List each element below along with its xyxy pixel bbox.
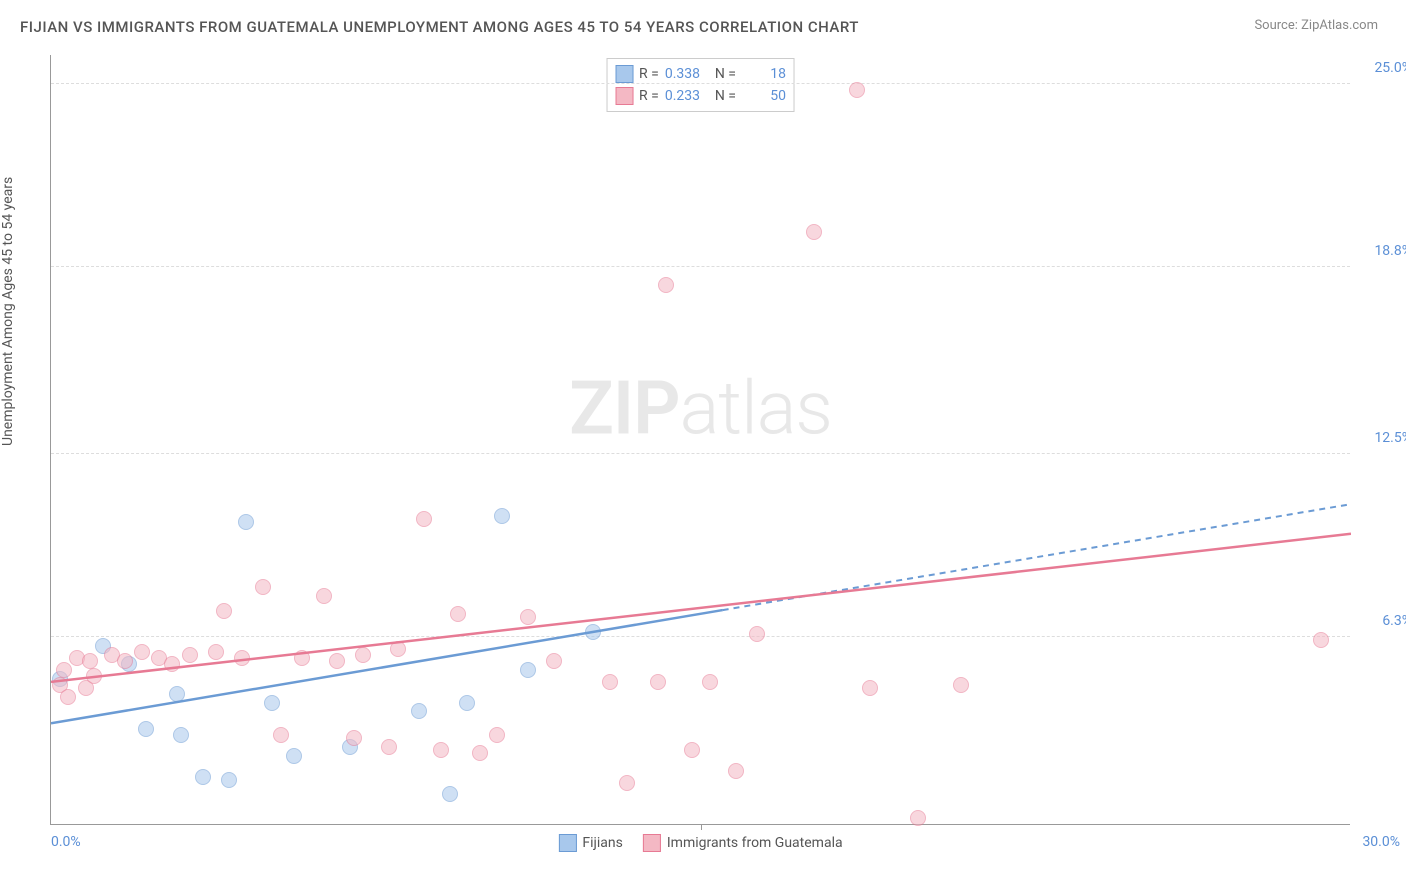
scatter-point	[416, 511, 432, 527]
scatter-point	[658, 277, 674, 293]
source-attribution: Source: ZipAtlas.com	[1254, 18, 1378, 33]
x-tick-label: 30.0%	[1362, 834, 1400, 850]
scatter-point	[255, 579, 271, 595]
scatter-point	[60, 689, 76, 705]
scatter-point	[390, 641, 406, 657]
y-tick-label: 18.8%	[1374, 243, 1406, 259]
correlation-legend: R = 0.338 N = 18 R = 0.233 N = 50	[606, 58, 795, 112]
scatter-point	[208, 644, 224, 660]
scatter-point	[134, 644, 150, 660]
series-legend: Fijians Immigrants from Guatemala	[558, 834, 842, 852]
gridline	[51, 83, 1350, 84]
legend-n-label: N =	[715, 66, 736, 82]
gridline	[51, 453, 1350, 454]
scatter-point	[294, 650, 310, 666]
scatter-point	[472, 745, 488, 761]
legend-r-value: 0.338	[665, 66, 709, 82]
x-tick-label: 0.0%	[51, 834, 81, 850]
legend-swatch	[643, 834, 661, 852]
y-axis-label: Unemployment Among Ages 45 to 54 years	[0, 177, 16, 446]
scatter-point	[619, 775, 635, 791]
scatter-point	[650, 674, 666, 690]
watermark: ZIPatlas	[569, 365, 832, 452]
gridline	[51, 266, 1350, 267]
scatter-point	[86, 668, 102, 684]
scatter-point	[433, 742, 449, 758]
legend-n-value: 18	[742, 66, 786, 82]
scatter-point	[195, 769, 211, 785]
trend-lines-layer	[51, 54, 1351, 824]
scatter-point	[442, 786, 458, 802]
scatter-point	[520, 662, 536, 678]
scatter-point	[862, 680, 878, 696]
scatter-point	[82, 653, 98, 669]
scatter-point	[238, 514, 254, 530]
scatter-point	[273, 727, 289, 743]
gridline	[51, 636, 1350, 637]
scatter-point	[546, 653, 562, 669]
legend-stat-row: R = 0.233 N = 50	[615, 85, 786, 107]
legend-swatch	[615, 87, 633, 105]
y-tick-label: 6.3%	[1382, 613, 1406, 629]
scatter-point	[138, 721, 154, 737]
scatter-point	[346, 730, 362, 746]
trend-line-solid	[51, 610, 723, 723]
source-label: Source:	[1254, 18, 1297, 33]
legend-n-label: N =	[715, 88, 736, 104]
legend-swatch	[615, 65, 633, 83]
chart-title: FIJIAN VS IMMIGRANTS FROM GUATEMALA UNEM…	[20, 18, 859, 36]
scatter-point	[117, 653, 133, 669]
scatter-point	[164, 656, 180, 672]
scatter-point	[329, 653, 345, 669]
trend-line-dashed	[723, 504, 1351, 610]
scatter-point	[684, 742, 700, 758]
scatter-point	[489, 727, 505, 743]
scatter-point	[728, 763, 744, 779]
scatter-point	[234, 650, 250, 666]
legend-r-label: R =	[639, 88, 659, 104]
legend-series-item: Fijians	[558, 834, 622, 852]
scatter-point	[381, 739, 397, 755]
scatter-point	[411, 703, 427, 719]
scatter-point	[459, 695, 475, 711]
y-tick-label: 25.0%	[1374, 60, 1406, 76]
watermark-bold: ZIP	[569, 365, 680, 452]
legend-r-label: R =	[639, 66, 659, 82]
legend-r-value: 0.233	[665, 88, 709, 104]
scatter-point	[806, 224, 822, 240]
scatter-point	[520, 609, 536, 625]
x-tick-mark	[701, 824, 702, 830]
scatter-point	[849, 82, 865, 98]
legend-series-label: Fijians	[582, 835, 622, 851]
legend-swatch	[558, 834, 576, 852]
scatter-point	[450, 606, 466, 622]
scatter-point	[182, 647, 198, 663]
scatter-point	[749, 626, 765, 642]
scatter-point	[316, 588, 332, 604]
scatter-point	[221, 772, 237, 788]
scatter-point	[702, 674, 718, 690]
scatter-point	[494, 508, 510, 524]
scatter-point	[1313, 632, 1329, 648]
scatter-point	[602, 674, 618, 690]
scatter-point	[264, 695, 280, 711]
y-tick-label: 12.5%	[1374, 430, 1406, 446]
scatter-plot-area: ZIPatlas R =0.338N =18R =0.233N =50 Fiji…	[50, 55, 1350, 825]
legend-series-item: Immigrants from Guatemala	[643, 834, 843, 852]
source-link[interactable]: ZipAtlas.com	[1301, 18, 1378, 33]
scatter-point	[56, 662, 72, 678]
scatter-point	[355, 647, 371, 663]
scatter-point	[953, 677, 969, 693]
scatter-point	[910, 810, 926, 826]
scatter-point	[286, 748, 302, 764]
scatter-point	[173, 727, 189, 743]
watermark-light: atlas	[680, 365, 832, 452]
legend-n-value: 50	[742, 88, 786, 104]
scatter-point	[169, 686, 185, 702]
legend-series-label: Immigrants from Guatemala	[667, 835, 843, 851]
scatter-point	[216, 603, 232, 619]
scatter-point	[585, 624, 601, 640]
